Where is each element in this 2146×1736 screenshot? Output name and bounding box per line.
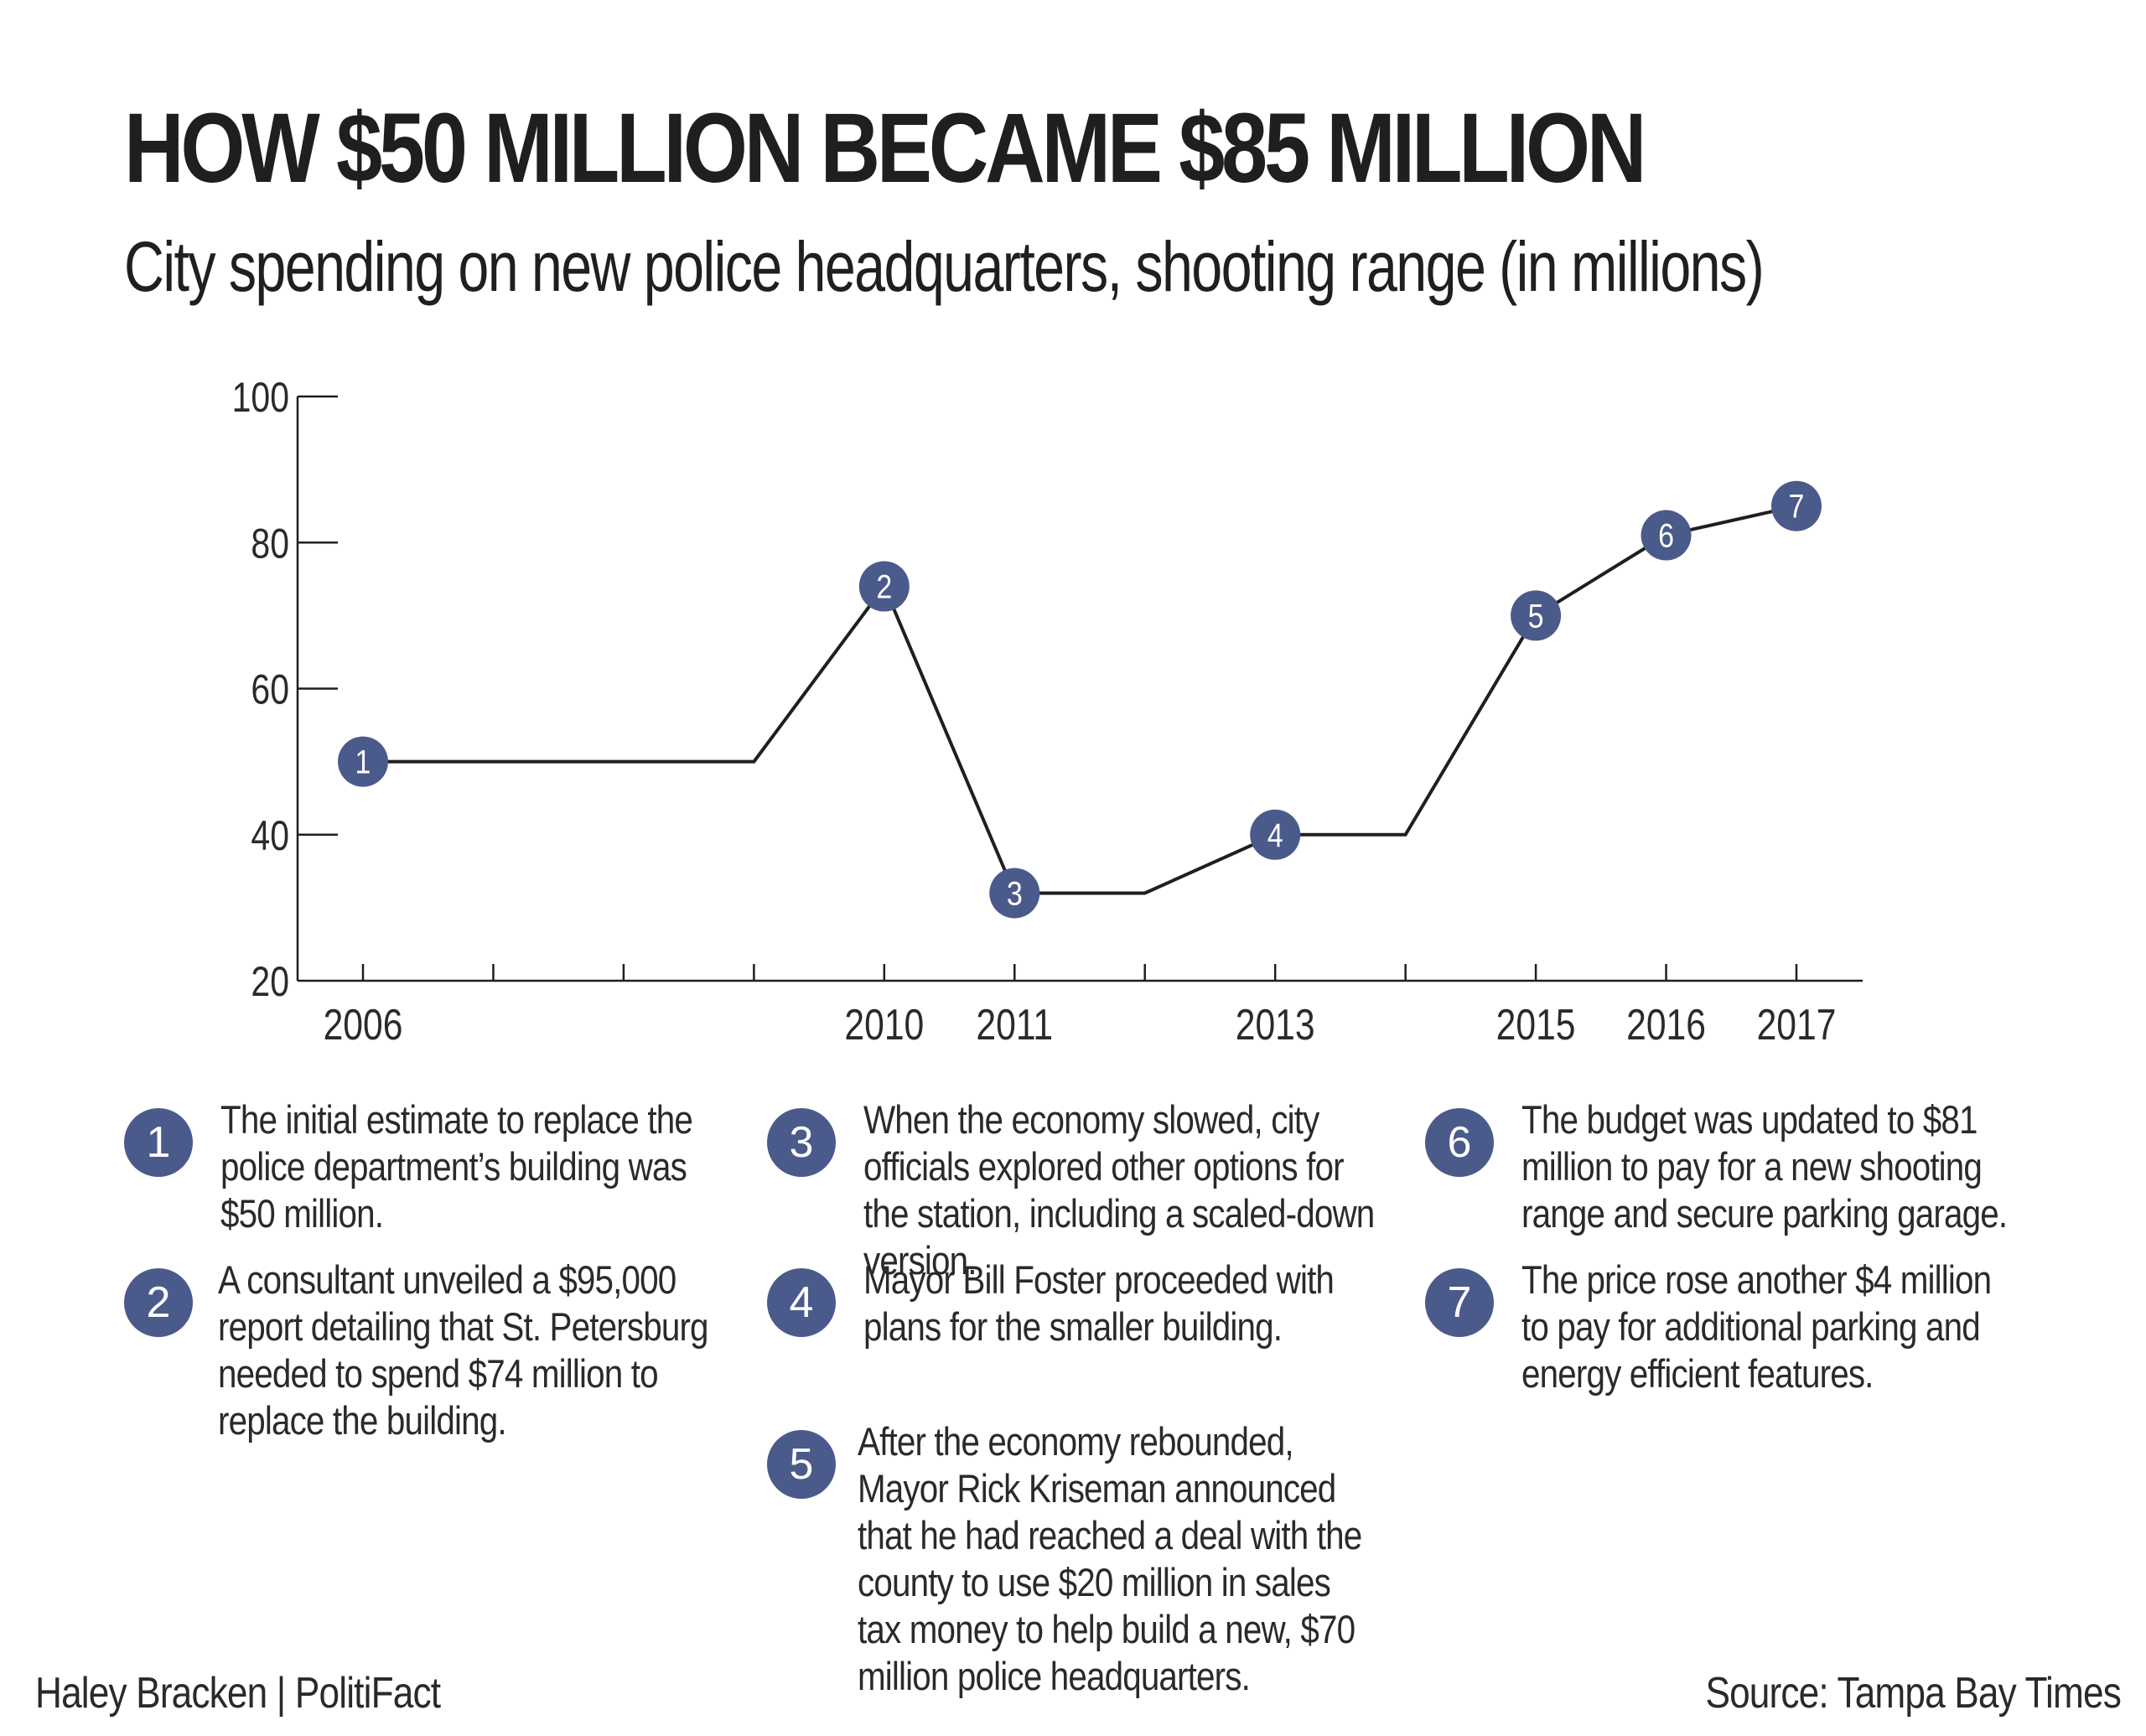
note-4-badge: 4 <box>767 1268 836 1337</box>
x-tick-label-2017: 2017 <box>1757 1001 1837 1049</box>
note-1-badge: 1 <box>124 1108 193 1177</box>
marker-7-circle <box>1771 480 1822 531</box>
series-line-1 <box>363 504 1797 895</box>
marker-5-circle <box>1511 590 1562 641</box>
x-tick-label-2016: 2016 <box>1626 1001 1706 1049</box>
x-tick-label-2015: 2015 <box>1496 1001 1576 1049</box>
marker-3-circle <box>989 868 1040 919</box>
series-line-layer <box>363 504 1797 895</box>
marker-6-circle <box>1641 510 1692 561</box>
marker-1-label: 1 <box>355 743 371 780</box>
marker-1: 1 <box>338 736 388 787</box>
y-tick-label-40: 40 <box>251 812 289 859</box>
marker-4-circle <box>1250 809 1301 860</box>
marker-6-label: 6 <box>1658 516 1674 554</box>
note-7-text: The price rose another $4 million to pay… <box>1521 1257 1992 1396</box>
marker-7: 7 <box>1771 480 1822 531</box>
marker-4: 4 <box>1250 809 1301 860</box>
marker-2-circle <box>858 561 910 612</box>
chart-title: HOW $50 MILLION BECAME $85 MILLION <box>124 93 1646 204</box>
y-tick-label-20: 20 <box>251 958 289 1005</box>
y-tick-label-80: 80 <box>251 520 289 567</box>
note-2-badge: 2 <box>124 1268 193 1337</box>
marker-5-label: 5 <box>1528 597 1544 635</box>
marker-2-label: 2 <box>876 567 892 605</box>
note-1-text: The initial estimate to replace the poli… <box>220 1097 693 1236</box>
x-tick-label-2006: 2006 <box>324 1001 403 1049</box>
marker-1-circle <box>338 736 388 787</box>
axes: 20 40 60 80 100 2006 2010 2011 2013 2015 2016 2017 <box>232 374 1863 1049</box>
markers-layer: 1 2 3 4 5 6 7 <box>338 480 1822 919</box>
source-line: Source: Tampa Bay Times <box>1705 1669 2121 1718</box>
marker-7-label: 7 <box>1789 487 1805 525</box>
note-7-badge: 7 <box>1425 1268 1494 1337</box>
marker-4-label: 4 <box>1267 816 1283 853</box>
marker-6: 6 <box>1641 510 1692 561</box>
x-tick-label-2011: 2011 <box>976 1001 1053 1049</box>
note-2-text: A consultant unveiled a $95,000 report d… <box>218 1257 709 1443</box>
note-5-text: After the economy rebounded, Mayor Rick … <box>858 1419 1362 1698</box>
marker-5: 5 <box>1511 590 1562 641</box>
y-tick-label-60: 60 <box>251 666 289 713</box>
marker-3-label: 3 <box>1007 874 1023 912</box>
note-5-badge: 5 <box>767 1430 836 1499</box>
marker-3: 3 <box>989 868 1040 919</box>
chart-subtitle: City spending on new police headquarters… <box>124 227 1765 306</box>
x-tick-label-2010: 2010 <box>844 1001 924 1049</box>
marker-2: 2 <box>858 561 910 612</box>
note-6-text: The budget was updated to $81 million to… <box>1521 1097 2008 1236</box>
note-4-text: Mayor Bill Foster proceeded with plans f… <box>863 1257 1335 1349</box>
y-tick-label-100: 100 <box>232 374 289 421</box>
x-tick-label-2013: 2013 <box>1236 1001 1315 1049</box>
credit-line: Haley Bracken | PolitiFact <box>35 1669 441 1718</box>
note-3-badge: 3 <box>767 1108 836 1177</box>
note-6-badge: 6 <box>1425 1108 1494 1177</box>
note-3-text: When the economy slowed, city officials … <box>863 1097 1375 1283</box>
